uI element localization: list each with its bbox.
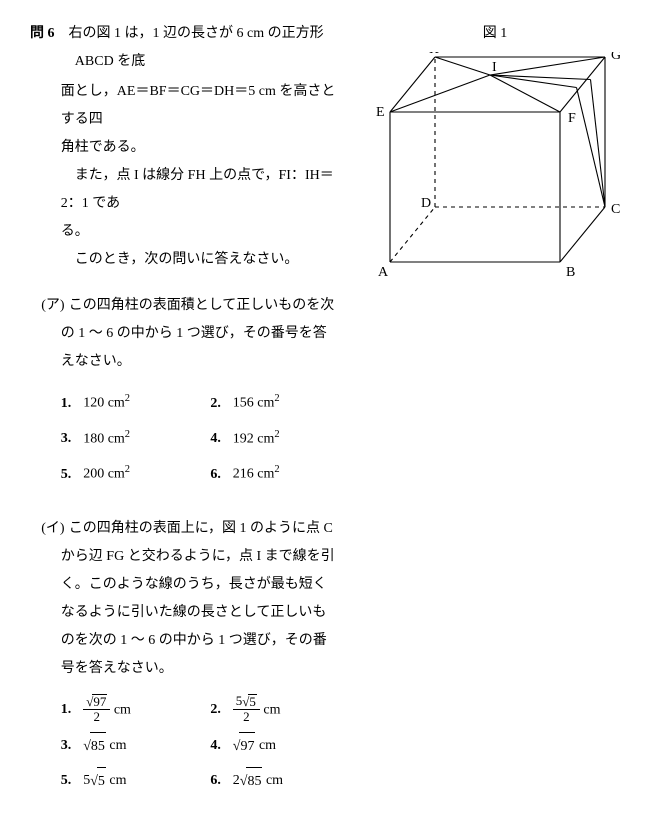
option-item: 3.180 cm2: [61, 424, 191, 454]
option-item: 1.120 cm2: [61, 388, 191, 418]
option-num: 1.: [61, 390, 83, 418]
svg-text:D: D: [421, 196, 431, 211]
option-item: 1.√972 cm: [61, 695, 191, 726]
option-item: 5.200 cm2: [61, 459, 191, 489]
svg-text:C: C: [611, 202, 620, 217]
option-item: 6.2√85 cm: [210, 767, 340, 796]
intro-5: る。: [30, 218, 340, 246]
option-num: 4.: [210, 425, 232, 453]
problem-intro: 問 6 右の図 1 は，1 辺の長さが 6 cm の正方形 ABCD を底 面と…: [30, 20, 340, 274]
svg-text:E: E: [376, 105, 385, 120]
prism-figure: A B C D E F G H I: [360, 52, 620, 282]
option-item: 3.√85 cm: [61, 732, 191, 761]
option-num: 3.: [61, 732, 83, 760]
subquestion-a: (ア)この四角柱の表面積として正しいものを次の 1 ～ 6 の中から 1 つ選び…: [30, 292, 340, 376]
option-item: 2.5√52 cm: [210, 695, 340, 726]
svg-text:I: I: [492, 60, 497, 75]
intro-1: 右の図 1 は，1 辺の長さが 6 cm の正方形 ABCD を底: [69, 26, 324, 69]
option-item: 6.216 cm2: [210, 459, 340, 489]
option-num: 5.: [61, 461, 83, 489]
intro-2: 面とし，AE＝BF＝CG＝DH＝5 cm を高さとする四: [30, 78, 340, 134]
svg-text:H: H: [429, 52, 439, 57]
intro-3: 角柱である。: [30, 134, 340, 162]
options-a: 1.120 cm2 2.156 cm2 3.180 cm2 4.192 cm2 5.20…: [61, 388, 340, 489]
option-num: 2.: [210, 390, 232, 418]
option-num: 4.: [210, 732, 232, 760]
option-num: 1.: [61, 696, 83, 724]
options-b: 1.√972 cm 2.5√52 cm 3.√85 cm 4.√97 cm 5.5√5 …: [61, 695, 340, 796]
option-item: 4.192 cm2: [210, 424, 340, 454]
subq-b-text: この四角柱の表面上に，図 1 のように点 C から辺 FG と交わるように，点 …: [61, 521, 335, 676]
option-num: 6.: [210, 767, 232, 795]
option-item: 4.√97 cm: [210, 732, 340, 761]
subq-a-text: この四角柱の表面積として正しいものを次の 1 ～ 6 の中から 1 つ選び，その…: [61, 298, 335, 369]
intro-4: また，点 I は線分 FH 上の点で，FI：IH＝2：1 であ: [30, 162, 340, 218]
figure-label: 図 1: [360, 20, 630, 48]
option-item: 5.5√5 cm: [61, 767, 191, 796]
svg-text:G: G: [611, 52, 620, 63]
intro-6: このとき，次の問いに答えなさい。: [30, 246, 340, 274]
option-num: 3.: [61, 425, 83, 453]
subquestion-b: (イ)この四角柱の表面上に，図 1 のように点 C から辺 FG と交わるように…: [30, 515, 340, 683]
option-num: 6.: [210, 461, 232, 489]
option-item: 2.156 cm2: [210, 388, 340, 418]
svg-text:B: B: [566, 265, 575, 280]
option-num: 5.: [61, 767, 83, 795]
problem-label: 問 6: [30, 26, 55, 41]
option-num: 2.: [210, 696, 232, 724]
svg-text:A: A: [378, 265, 389, 280]
svg-text:F: F: [568, 111, 576, 126]
subq-a-label: (ア): [41, 298, 64, 313]
subq-b-label: (イ): [41, 521, 64, 536]
